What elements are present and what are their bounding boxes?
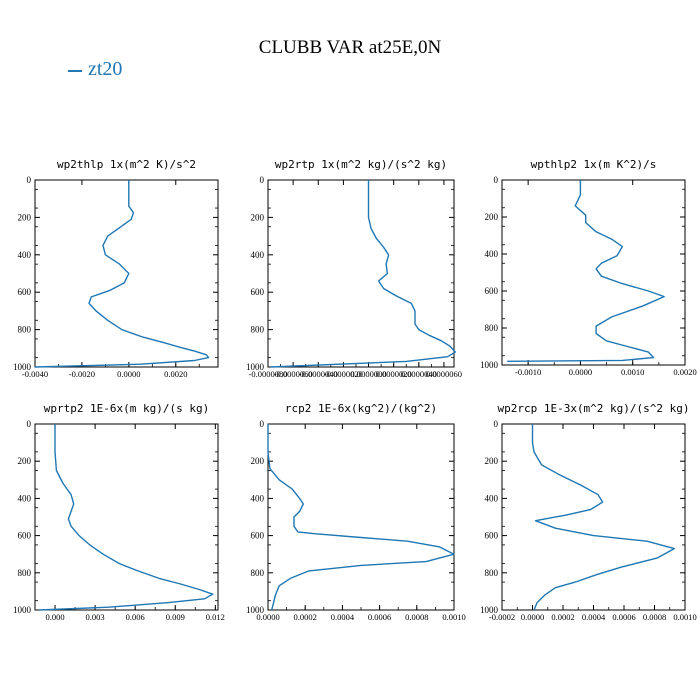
y-tick-label: 1000	[13, 605, 32, 615]
x-tick-label: 0.006	[126, 612, 145, 622]
x-tick-label: 0.0002	[294, 612, 317, 622]
panel-4: wprtp2 1E-6x(m kg)/(s kg) 0 200 400 600 800 10…	[13, 402, 225, 622]
panel-title: wpthlp2 1x(m K^2)/s	[531, 158, 657, 171]
plot-frame	[501, 423, 686, 611]
y-tick-label: 600	[485, 531, 499, 541]
x-tick-label: 0.0004	[331, 612, 355, 622]
x-tick-label: 0.0010	[673, 612, 696, 622]
y-tick-label: 600	[251, 531, 265, 541]
y-tick-label: 200	[251, 212, 265, 222]
y-tick-label: 800	[251, 568, 265, 578]
panel-title: wprtp2 1E-6x(m kg)/(s kg)	[44, 402, 210, 415]
plot-frame	[501, 179, 686, 366]
y-tick-label: 0	[27, 175, 32, 185]
y-tick-label: 1000	[246, 605, 265, 615]
series-line-zt20	[38, 424, 214, 611]
y-tick-label: 800	[18, 568, 32, 578]
x-tick-label: 0.012	[206, 612, 225, 622]
y-tick-label: 0	[260, 419, 265, 429]
x-tick-label: -0.0002	[489, 612, 515, 622]
y-tick-label: 1000	[246, 362, 265, 372]
x-tick-label: -0.0010	[515, 367, 541, 377]
y-tick-label: 200	[18, 212, 32, 222]
y-tick-label: 800	[485, 568, 499, 578]
y-tick-label: 600	[485, 286, 499, 296]
plot-frame	[267, 179, 455, 368]
x-tick-label: -0.0040	[22, 369, 48, 379]
y-tick-label: 1000	[13, 362, 32, 372]
series-line-zt20	[34, 180, 210, 368]
y-tick-label: 400	[18, 250, 32, 260]
y-tick-label: 400	[18, 493, 32, 503]
x-tick-label: 0.003	[86, 612, 105, 622]
x-tick-label: -0.0000060	[274, 369, 313, 379]
x-tick-label: 0.0020	[673, 367, 696, 377]
y-tick-label: 200	[18, 456, 32, 466]
x-tick-label: 0.0000	[117, 369, 140, 379]
panel-5: rcp2 1E-6x(kg^2)/(kg^2) 0 200 400 600 800 1000…	[246, 402, 466, 622]
x-tick-label: 0.0010	[621, 367, 644, 377]
y-tick-label: 400	[485, 249, 499, 259]
y-tick-label: 800	[251, 325, 265, 335]
x-tick-label: 0.0008	[405, 612, 428, 622]
x-tick-label: 0.0020	[164, 369, 187, 379]
y-tick-label: 400	[485, 493, 499, 503]
panel-title: wp2rcp 1E-3x(m^2 kg)/(s^2 kg)	[497, 402, 689, 415]
y-tick-label: 600	[18, 287, 32, 297]
x-tick-label: 0.0000060	[426, 369, 462, 379]
x-tick-label: -0.0000080	[249, 369, 288, 379]
x-tick-label: 0.000	[45, 612, 64, 622]
x-tick-label: -0.0020	[69, 369, 95, 379]
y-tick-label: 400	[251, 250, 265, 260]
x-tick-label: 0.0000020	[376, 369, 412, 379]
y-tick-label: 0	[494, 419, 499, 429]
y-tick-label: 200	[485, 212, 499, 222]
legend-swatch	[68, 70, 82, 72]
x-tick-label: 0.0004	[582, 612, 606, 622]
figure-title: CLUBB VAR at25E,0N	[258, 37, 442, 58]
series-line-zt20	[270, 180, 456, 368]
y-tick-label: 200	[251, 456, 265, 466]
series-line-zt20	[267, 424, 455, 611]
x-tick-label: 0.0006	[612, 612, 635, 622]
y-tick-label: 800	[18, 325, 32, 335]
x-tick-label: -0.0000040	[299, 369, 338, 379]
x-tick-label: 0.0010	[442, 612, 465, 622]
y-tick-label: 800	[485, 323, 499, 333]
panel-3: wpthlp2 1x(m K^2)/s 0 200 400 600 800 1000 -0.0…	[480, 158, 697, 377]
x-tick-label: 0.0002	[551, 612, 574, 622]
x-tick-label: 0.0000	[256, 612, 279, 622]
y-tick-label: 1000	[480, 605, 499, 615]
y-tick-label: 600	[18, 531, 32, 541]
y-tick-label: 0	[494, 175, 499, 185]
y-tick-label: 1000	[480, 360, 499, 370]
plot-frame	[34, 423, 219, 611]
y-tick-label: 0	[27, 419, 32, 429]
x-tick-label: 0.0000000	[350, 369, 386, 379]
panel-title: wp2thlp 1x(m^2 K)/s^2	[57, 158, 196, 171]
series-line-zt20	[531, 424, 675, 611]
panel-6: wp2rcp 1E-3x(m^2 kg)/(s^2 kg) 0 200 400 600 8…	[480, 402, 697, 622]
x-tick-label: 0.0006	[368, 612, 391, 622]
y-tick-label: 600	[251, 287, 265, 297]
x-tick-label: 0.0000	[569, 367, 592, 377]
x-tick-label: 0.0000	[521, 612, 544, 622]
x-tick-label: 0.0000040	[401, 369, 437, 379]
x-tick-label: 0.009	[166, 612, 185, 622]
panel-2: wp2rtp 1x(m^2 kg)/(s^2 kg) 0 200 400 600 800 1…	[246, 158, 462, 379]
panel-title: wp2rtp 1x(m^2 kg)/(s^2 kg)	[275, 158, 447, 171]
series-line-zt20	[507, 180, 665, 362]
y-tick-label: 400	[251, 493, 265, 503]
panel-1: wp2thlp 1x(m^2 K)/s^202004006008001000-0…	[13, 158, 219, 379]
y-tick-label: 200	[485, 456, 499, 466]
legend-label: zt20	[88, 58, 123, 80]
x-tick-label: -0.0000020	[324, 369, 363, 379]
x-tick-label: 0.0008	[643, 612, 666, 622]
plot-frame	[267, 423, 455, 611]
panel-title: rcp2 1E-6x(kg^2)/(kg^2)	[285, 402, 437, 415]
plot-frame	[34, 179, 219, 368]
y-tick-label: 0	[260, 175, 265, 185]
